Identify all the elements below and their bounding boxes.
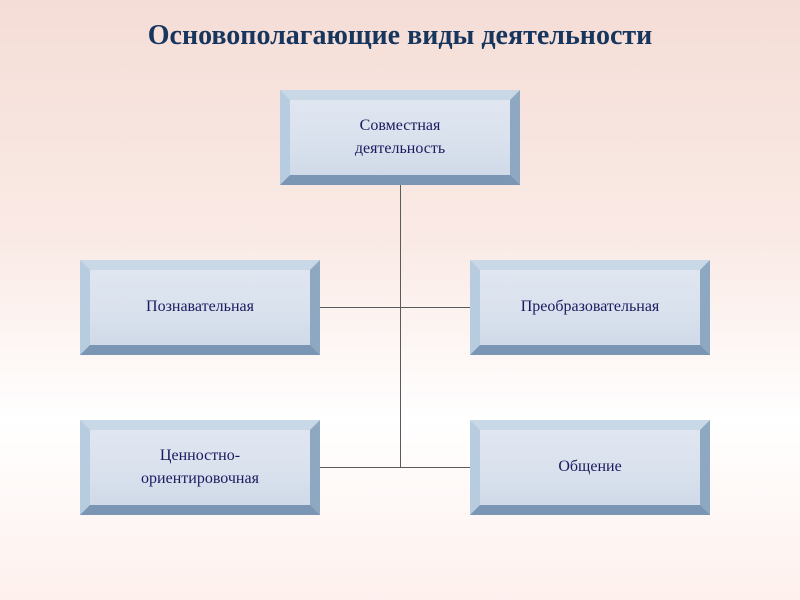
node-communication: Общение [470,420,710,515]
node-cognitive: Познавательная [80,260,320,355]
node-label: Преобразовательная [521,296,660,318]
tree-diagram: Совместнаядеятельность Познавательная Пр… [0,70,800,600]
connector-row1 [320,307,470,308]
node-label: Ценностно-ориентировочная [141,445,259,490]
node-label: Совместнаядеятельность [355,115,445,160]
node-root: Совместнаядеятельность [280,90,520,185]
node-transformative: Преобразовательная [470,260,710,355]
node-value: Ценностно-ориентировочная [80,420,320,515]
page-title: Основополагающие виды деятельности [0,0,800,52]
connector-row2 [320,467,470,468]
connector-vertical [400,185,401,468]
node-label: Общение [558,456,621,478]
node-label: Познавательная [146,296,254,318]
